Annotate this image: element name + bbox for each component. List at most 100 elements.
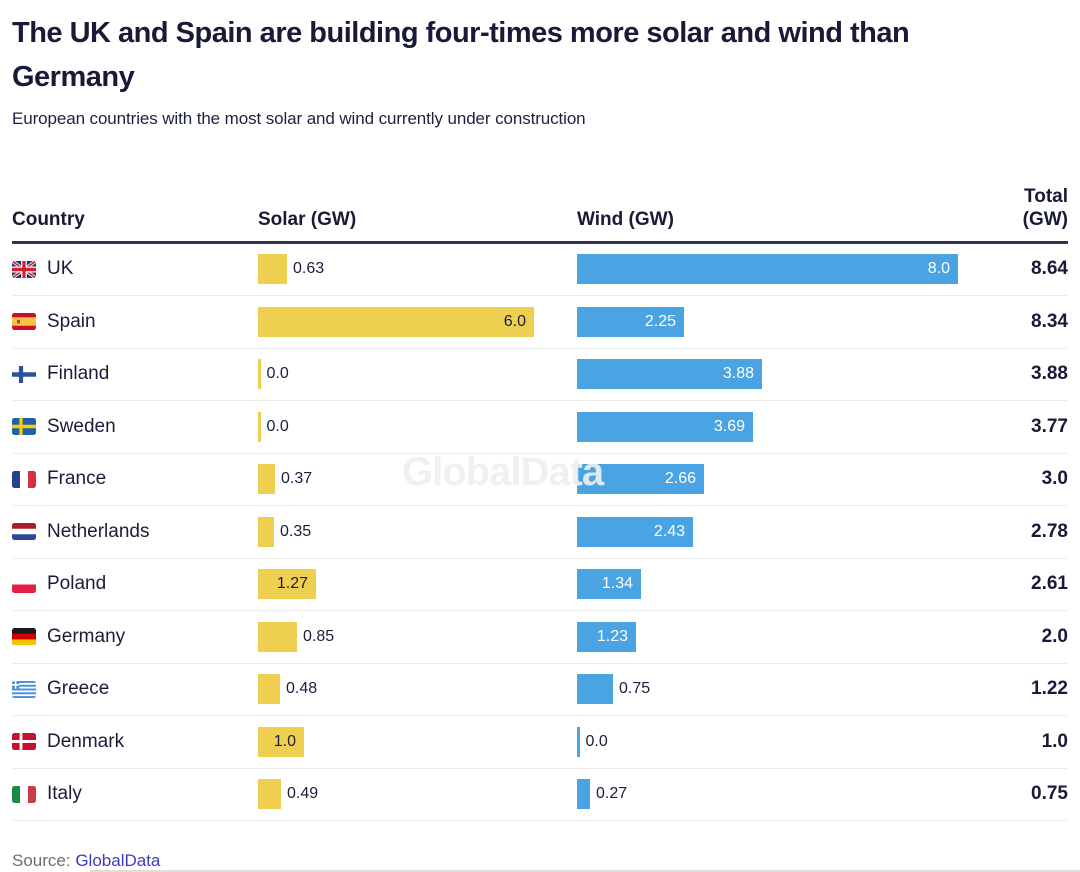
table-header: Country Solar (GW) Wind (GW) Total (GW) bbox=[12, 186, 1068, 244]
solar-cell: 6.0 bbox=[258, 306, 577, 337]
total-value: 2.78 bbox=[1031, 520, 1068, 542]
solar-bar: 6.0 bbox=[258, 306, 534, 337]
solar-value: 0.0 bbox=[266, 417, 289, 435]
germany-flag bbox=[12, 628, 36, 646]
country-label: France bbox=[47, 468, 107, 490]
solar-cell: 0.85 bbox=[258, 621, 577, 652]
wind-bar: 2.66 bbox=[577, 464, 704, 495]
solar-cell: 0.48 bbox=[258, 674, 577, 705]
table-row: Poland 1.27 1.34 2.61 bbox=[12, 559, 1068, 612]
wind-cell: 3.69 bbox=[577, 411, 1004, 442]
wind-cell: 0.75 bbox=[577, 674, 1004, 705]
solar-bar bbox=[258, 621, 297, 652]
solar-value: 0.49 bbox=[287, 785, 319, 803]
wind-cell: 2.25 bbox=[577, 306, 1004, 337]
wind-value: 2.25 bbox=[644, 312, 676, 330]
wind-cell: 2.66 bbox=[577, 464, 1004, 495]
wind-bar: 1.23 bbox=[577, 621, 636, 652]
solar-value: 0.0 bbox=[266, 365, 289, 383]
country-cell: Spain bbox=[12, 311, 258, 333]
column-header-wind: Wind (GW) bbox=[577, 208, 674, 230]
solar-cell: 0.63 bbox=[258, 254, 577, 285]
denmark-flag bbox=[12, 733, 36, 751]
solar-cell: 0.35 bbox=[258, 516, 577, 547]
solar-value: 6.0 bbox=[503, 312, 526, 330]
wind-value: 8.0 bbox=[927, 260, 950, 278]
country-cell: Germany bbox=[12, 626, 258, 648]
wind-value: 2.66 bbox=[664, 470, 696, 488]
bottom-divider bbox=[90, 870, 1080, 872]
table-row: Italy 0.49 0.27 0.75 bbox=[12, 769, 1068, 822]
solar-cell: 1.0 bbox=[258, 726, 577, 757]
country-label: Spain bbox=[47, 310, 96, 332]
solar-cell: 1.27 bbox=[258, 569, 577, 600]
country-cell: Italy bbox=[12, 783, 258, 805]
netherlands-flag bbox=[12, 523, 36, 541]
wind-value: 0.27 bbox=[596, 785, 628, 803]
solar-value: 1.0 bbox=[273, 732, 296, 750]
table-row: Germany 0.85 1.23 2.0 bbox=[12, 611, 1068, 664]
wind-bar: 3.88 bbox=[577, 359, 762, 390]
country-cell: Denmark bbox=[12, 731, 258, 753]
solar-value: 0.85 bbox=[303, 627, 335, 645]
country-label: Greece bbox=[47, 678, 110, 700]
spain-flag bbox=[12, 313, 36, 331]
solar-bar: 1.27 bbox=[258, 569, 316, 600]
country-label: Italy bbox=[47, 783, 82, 805]
country-cell: Netherlands bbox=[12, 521, 258, 543]
total-value: 1.22 bbox=[1031, 678, 1068, 700]
table-row: Netherlands 0.35 2.43 2.78 bbox=[12, 506, 1068, 559]
country-label: Poland bbox=[47, 573, 107, 595]
solar-value: 0.37 bbox=[281, 470, 313, 488]
wind-cell: 1.23 bbox=[577, 621, 1004, 652]
table-row: Spain 6.0 2.25 8.34 bbox=[12, 296, 1068, 349]
table-row: UK 0.63 8.0 8.64 bbox=[12, 244, 1068, 297]
solar-bar bbox=[258, 464, 275, 495]
country-cell: Greece bbox=[12, 678, 258, 700]
total-value: 1.0 bbox=[1041, 730, 1068, 752]
solar-bar bbox=[258, 674, 280, 705]
country-label: Germany bbox=[47, 625, 126, 647]
chart-title: The UK and Spain are building four-times… bbox=[12, 17, 910, 93]
wind-value: 3.88 bbox=[722, 365, 754, 383]
table-row: France 0.37 2.66 3.0 bbox=[12, 454, 1068, 507]
italy-flag bbox=[12, 785, 36, 803]
wind-bar: 2.43 bbox=[577, 516, 693, 547]
finland-flag bbox=[12, 365, 36, 383]
solar-value: 0.63 bbox=[293, 260, 325, 278]
solar-cell: 0.37 bbox=[258, 464, 577, 495]
chart-subtitle: European countries with the most solar a… bbox=[12, 109, 586, 128]
country-cell: Poland bbox=[12, 573, 258, 595]
total-value: 3.0 bbox=[1041, 468, 1068, 490]
solar-value: 1.27 bbox=[276, 575, 308, 593]
solar-bar: 1.0 bbox=[258, 726, 304, 757]
country-label: Sweden bbox=[47, 415, 116, 437]
country-cell: UK bbox=[12, 258, 258, 280]
source-link[interactable]: GlobalData bbox=[75, 851, 161, 871]
table-row: Greece 0.48 0.75 1.22 bbox=[12, 664, 1068, 717]
wind-cell: 3.88 bbox=[577, 359, 1004, 390]
poland-flag bbox=[12, 575, 36, 593]
total-value: 2.61 bbox=[1031, 573, 1068, 595]
wind-bar: 3.69 bbox=[577, 411, 753, 442]
solar-bar bbox=[258, 254, 287, 285]
country-label: Finland bbox=[47, 363, 110, 385]
solar-cell: 0.0 bbox=[258, 359, 577, 390]
wind-value: 0.75 bbox=[619, 680, 651, 698]
uk-flag bbox=[12, 260, 36, 278]
table-body: UK 0.63 8.0 8.64 Spain 6.0 2.25 8.34 Fin bbox=[12, 244, 1068, 822]
column-header-country: Country bbox=[12, 208, 85, 230]
wind-bar bbox=[577, 726, 580, 757]
source-line: Source: GlobalData bbox=[12, 851, 1068, 871]
wind-bar: 1.34 bbox=[577, 569, 641, 600]
solar-bar bbox=[258, 411, 261, 442]
sweden-flag bbox=[12, 418, 36, 436]
solar-cell: 0.49 bbox=[258, 779, 577, 810]
wind-value: 2.43 bbox=[653, 522, 685, 540]
wind-cell: 0.27 bbox=[577, 779, 1004, 810]
wind-value: 1.34 bbox=[601, 575, 633, 593]
solar-bar bbox=[258, 516, 274, 547]
total-value: 3.77 bbox=[1031, 415, 1068, 437]
wind-bar bbox=[577, 779, 590, 810]
